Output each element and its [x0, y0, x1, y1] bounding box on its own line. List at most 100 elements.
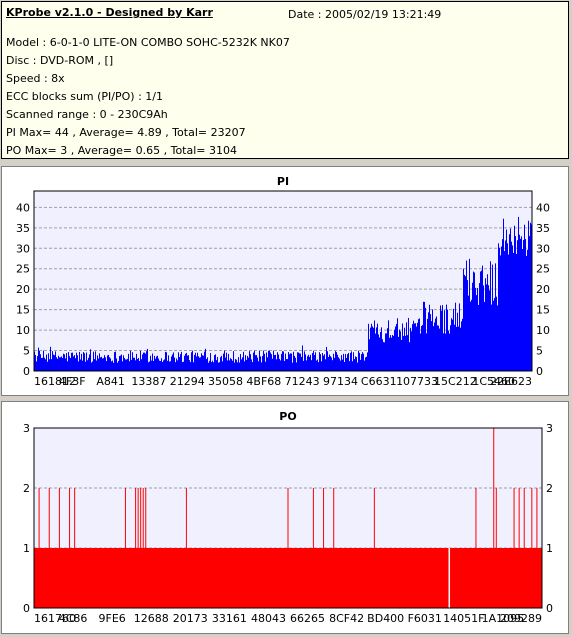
pi-bar — [479, 283, 480, 371]
pi-bar — [119, 356, 120, 371]
pi-bar — [403, 336, 404, 371]
pi-bar — [273, 350, 274, 371]
pi-bar — [512, 245, 513, 371]
pi-bar — [356, 357, 357, 371]
pi-bar — [452, 319, 453, 371]
pi-bar — [312, 353, 313, 371]
pi-bar — [229, 360, 230, 371]
pi-bar — [200, 357, 201, 371]
pi-bar — [103, 358, 104, 371]
pi-bar — [154, 355, 155, 371]
pi-bar — [331, 357, 332, 371]
pi-bar — [197, 352, 198, 371]
pi-bar — [497, 305, 498, 371]
x-tick-label: 1C5460 — [472, 375, 515, 388]
pi-bar — [58, 355, 59, 371]
pi-bar — [435, 318, 436, 371]
pi-bar — [206, 359, 207, 371]
pi-bar — [449, 333, 450, 371]
pi-bar — [481, 270, 482, 371]
pi-bar — [210, 353, 211, 371]
pi-bar — [159, 360, 160, 371]
pi-bar — [90, 349, 91, 371]
pi-bar — [321, 361, 322, 371]
pi-bar — [144, 352, 145, 371]
pi-bar — [199, 357, 200, 371]
pi-bar — [362, 352, 363, 371]
pi-bar — [166, 352, 167, 371]
pi-bar — [471, 299, 472, 371]
pi-bar — [63, 353, 64, 371]
pi-bar — [258, 361, 259, 371]
x-tick-label: 4BF68 — [246, 375, 281, 388]
pi-bar — [262, 355, 263, 371]
pi-bar — [344, 362, 345, 371]
pi-bar — [211, 362, 212, 371]
pi-bar — [74, 355, 75, 371]
pi-bar — [416, 326, 417, 371]
pi-bar — [202, 355, 203, 371]
pi-bar — [519, 234, 520, 371]
y-tick-label-right: 0 — [536, 365, 543, 378]
pi-bar — [284, 361, 285, 371]
pi-bar — [164, 359, 165, 371]
pi-bar — [136, 353, 137, 371]
pi-bar — [309, 356, 310, 371]
pi-bar — [316, 360, 317, 371]
pi-bar — [285, 353, 286, 371]
pi-bar — [263, 350, 264, 371]
pi-bar — [226, 352, 227, 371]
pi-bar — [318, 362, 319, 371]
pi-bar — [491, 304, 492, 371]
pi-bar — [60, 357, 61, 371]
y-tick-label-right: 25 — [536, 263, 550, 276]
pi-bar — [411, 331, 412, 371]
pi-bar — [522, 249, 523, 371]
pi-bar — [171, 356, 172, 371]
pi-bar — [108, 354, 109, 371]
y-tick-label-left: 5 — [23, 345, 30, 358]
pi-bar — [223, 353, 224, 371]
pi-bar — [501, 246, 502, 371]
pi-bar — [251, 359, 252, 371]
y-tick-label-left: 1 — [23, 542, 30, 555]
pi-bar — [476, 295, 477, 371]
pi-bar — [298, 352, 299, 371]
pi-bar — [425, 307, 426, 371]
x-tick-label: 161760 — [34, 612, 76, 625]
x-tick-label: 66265 — [290, 612, 325, 625]
x-tick-label: 4C86 — [59, 612, 88, 625]
pi-bar — [150, 355, 151, 371]
pi-bar — [450, 325, 451, 371]
pi-bar — [455, 302, 456, 371]
pi-bar — [128, 353, 129, 371]
pi-bar — [190, 362, 191, 371]
pi-bar — [367, 352, 368, 371]
pi-bar — [174, 357, 175, 371]
pi-bar — [123, 355, 124, 371]
pi-bar — [296, 362, 297, 371]
pi-bar — [513, 252, 514, 371]
x-tick-label: 4F3F — [59, 375, 86, 388]
pi-bar — [193, 362, 194, 371]
pi-bar — [429, 304, 430, 371]
pi-chart-panel: PI 0 0 5 5 10 10 15 15 20 20 25 25 30 30 35 35 40 40 161812… — [1, 166, 569, 396]
pi-bar — [313, 350, 314, 371]
y-tick-label-right: 40 — [536, 201, 550, 214]
pi-bar — [382, 339, 383, 371]
x-tick-label: BD400 — [367, 612, 404, 625]
pi-bar — [359, 352, 360, 371]
pi-bar — [516, 253, 517, 371]
pi-bar — [350, 352, 351, 371]
po-chart-panel: PO 0 0 1 1 2 2 3 3 161760 4C86 9FE6 12688 20173 33161 4… — [1, 401, 569, 634]
pi-bar — [37, 356, 38, 371]
pi-bar — [274, 354, 275, 371]
pi-bar — [502, 239, 503, 371]
pi-bar — [355, 356, 356, 371]
x-tick-label: 12688 — [134, 612, 169, 625]
pi-bar — [310, 354, 311, 371]
pi-bar — [216, 360, 217, 371]
pi-bar — [146, 351, 147, 371]
pi-bar — [95, 351, 96, 371]
x-tick-label: 15C212 — [434, 375, 477, 388]
